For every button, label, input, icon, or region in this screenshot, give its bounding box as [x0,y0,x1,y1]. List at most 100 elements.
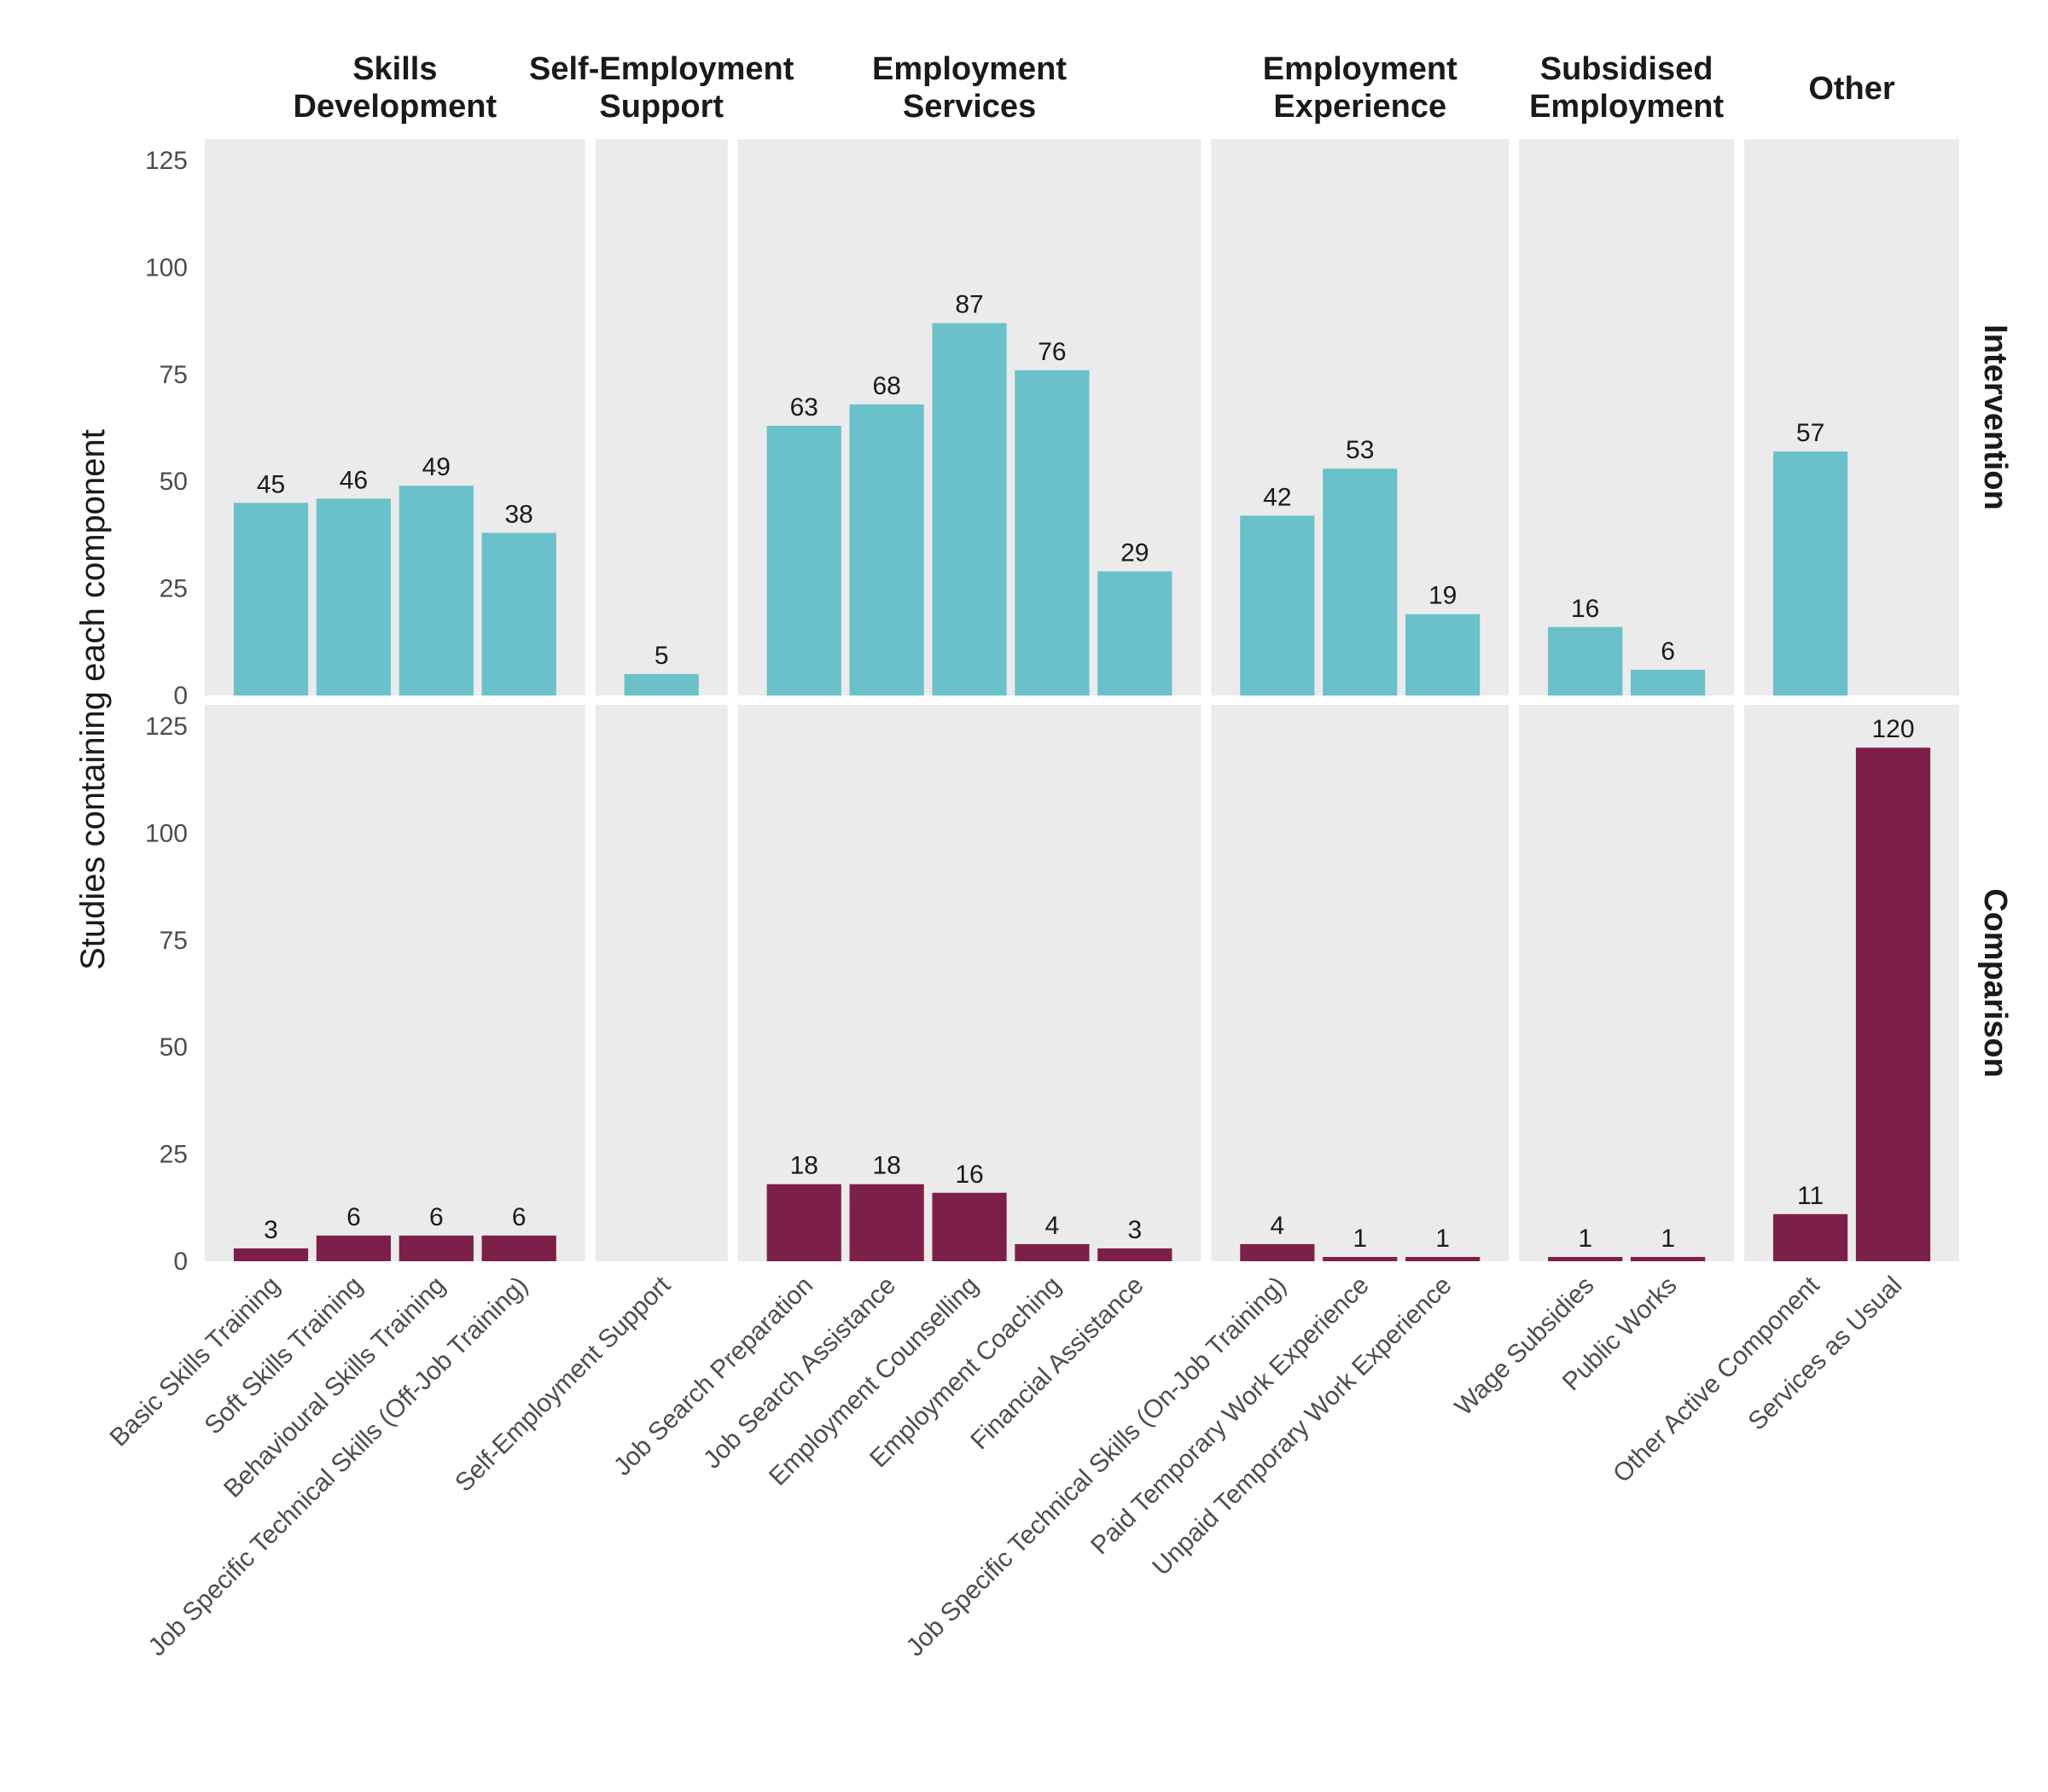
x-tick-services-as-usual: Services as Usual [1743,1271,1907,1436]
value-label-intervention-paid-temporary-work-experience: 53 [1346,436,1374,464]
facet-title-subsidised-employment: Subsidised Employment [1529,51,1724,125]
bar-comparison-employment-counselling [932,1192,1007,1261]
value-label-intervention-employment-counselling: 87 [955,291,983,319]
panel-comparison-self-employment-support [595,705,728,1261]
bar-intervention-employment-counselling [932,323,1007,695]
value-label-comparison-employment-counselling: 16 [955,1161,983,1189]
panel-intervention-subsidised-employment [1519,139,1735,695]
value-label-intervention-other-active-component: 57 [1796,419,1824,447]
y-axis-layer: 0 25 50 75 100 125 0 25 50 75 100 125 [145,147,188,1276]
value-label-intervention-job-specific-technical-skills-on-job-training: 42 [1263,483,1291,511]
y-axis-title: Studies containing each component [74,429,112,970]
value-label-intervention-soft-skills-training: 46 [340,466,368,494]
facet-title-other: Other [1808,71,1895,107]
bar-comparison-public-works [1630,1256,1706,1261]
value-label-comparison-public-works: 1 [1661,1225,1675,1253]
y-tick-comparison-125: 125 [145,713,188,741]
y-tick-intervention-125: 125 [145,147,188,175]
value-label-intervention-job-search-assistance: 68 [872,372,900,400]
value-label-intervention-wage-subsidies: 16 [1571,595,1599,623]
bar-comparison-wage-subsidies [1548,1256,1623,1261]
value-label-comparison-paid-temporary-work-experience: 1 [1353,1225,1367,1253]
bar-intervention-unpaid-temporary-work-experience [1405,614,1481,695]
value-label-intervention-behavioural-skills-training: 49 [422,453,451,481]
panels-layer [205,139,1959,1261]
bar-comparison-other-active-component [1772,1213,1848,1261]
value-label-intervention-job-search-preparation: 63 [790,393,818,422]
bar-comparison-employment-coaching [1015,1243,1090,1261]
value-label-intervention-basic-skills-training: 45 [257,470,285,498]
bar-intervention-employment-coaching [1015,369,1090,695]
panel-comparison-skills-development [205,705,585,1261]
bar-intervention-job-search-preparation [766,426,841,695]
bar-intervention-job-specific-technical-skills-on-job-training [1240,515,1315,695]
value-label-intervention-self-employment-support: 5 [655,642,669,670]
value-label-comparison-services-as-usual: 120 [1871,715,1914,743]
y-tick-comparison-100: 100 [145,819,188,847]
value-label-intervention-employment-coaching: 76 [1038,338,1066,366]
value-label-comparison-employment-coaching: 4 [1045,1212,1060,1240]
panel-comparison-employment-experience [1211,705,1510,1261]
bar-intervention-basic-skills-training [233,503,309,695]
bar-intervention-job-search-assistance [849,404,924,695]
bar-intervention-financial-assistance [1097,571,1172,695]
bar-comparison-paid-temporary-work-experience [1323,1256,1398,1261]
panel-intervention-self-employment-support [595,139,728,695]
y-tick-intervention-100: 100 [145,253,188,282]
bar-intervention-other-active-component [1772,451,1848,695]
x-tick-soft-skills-training: Soft Skills Training [200,1271,369,1440]
value-label-comparison-soft-skills-training: 6 [346,1203,361,1231]
value-label-intervention-unpaid-temporary-work-experience: 19 [1428,582,1457,610]
y-tick-comparison-0: 0 [173,1248,188,1276]
y-tick-intervention-0: 0 [173,682,188,710]
x-tick-wage-subsidies: Wage Subsidies [1450,1271,1600,1422]
bar-comparison-job-specific-technical-skills-off-job-training [481,1235,556,1261]
bar-comparison-basic-skills-training [233,1248,309,1261]
bar-comparison-job-search-preparation [766,1184,841,1261]
bar-comparison-behavioural-skills-training [399,1235,474,1261]
bar-intervention-wage-subsidies [1548,626,1623,695]
value-label-comparison-job-search-preparation: 18 [790,1152,818,1180]
panel-comparison-subsidised-employment [1519,705,1735,1261]
value-label-intervention-job-specific-technical-skills-off-job-training: 38 [505,500,533,528]
row-title-intervention: Intervention [1977,324,2013,509]
row-title-comparison: Comparison [1977,888,2013,1078]
bar-intervention-self-employment-support [624,673,699,695]
y-tick-intervention-25: 25 [160,575,188,603]
y-tick-comparison-75: 75 [160,927,188,955]
bar-intervention-soft-skills-training [316,498,392,695]
y-tick-comparison-25: 25 [160,1141,188,1169]
value-label-intervention-financial-assistance: 29 [1120,539,1149,567]
y-tick-intervention-75: 75 [160,361,188,389]
bars-layer [233,323,1931,1261]
bar-comparison-services-as-usual [1855,748,1931,1261]
facet-title-skills-development: Skills Development [294,51,497,125]
bar-intervention-job-specific-technical-skills-off-job-training [481,532,556,695]
panel-comparison-employment-services [737,705,1201,1261]
value-label-comparison-wage-subsidies: 1 [1578,1225,1592,1253]
y-tick-comparison-50: 50 [160,1033,188,1062]
bar-intervention-paid-temporary-work-experience [1323,468,1398,695]
facet-title-self-employment-support: Self-Employment Support [529,51,794,125]
y-tick-intervention-50: 50 [160,468,188,496]
bar-comparison-soft-skills-training [316,1235,392,1261]
value-label-comparison-job-specific-technical-skills-on-job-training: 4 [1271,1212,1285,1240]
bar-intervention-behavioural-skills-training [399,486,474,695]
bar-comparison-unpaid-temporary-work-experience [1405,1256,1481,1261]
value-label-comparison-basic-skills-training: 3 [264,1216,278,1244]
value-label-comparison-job-search-assistance: 18 [872,1152,900,1180]
value-label-comparison-behavioural-skills-training: 6 [429,1203,444,1231]
x-tick-unpaid-temporary-work-experience: Unpaid Temporary Work Experience [1147,1271,1457,1581]
bar-intervention-public-works [1630,669,1706,695]
bar-comparison-financial-assistance [1097,1248,1172,1261]
facet-title-employment-services: Employment Services [872,51,1067,125]
value-label-intervention-public-works: 6 [1661,637,1675,666]
bar-comparison-job-search-assistance [849,1184,924,1261]
bar-comparison-job-specific-technical-skills-on-job-training [1240,1243,1315,1261]
facet-title-employment-experience: Employment Experience [1263,51,1457,125]
value-label-comparison-job-specific-technical-skills-off-job-training: 6 [512,1203,527,1231]
value-label-comparison-unpaid-temporary-work-experience: 1 [1435,1225,1450,1253]
value-label-comparison-financial-assistance: 3 [1127,1216,1142,1244]
value-label-comparison-other-active-component: 11 [1797,1182,1824,1210]
